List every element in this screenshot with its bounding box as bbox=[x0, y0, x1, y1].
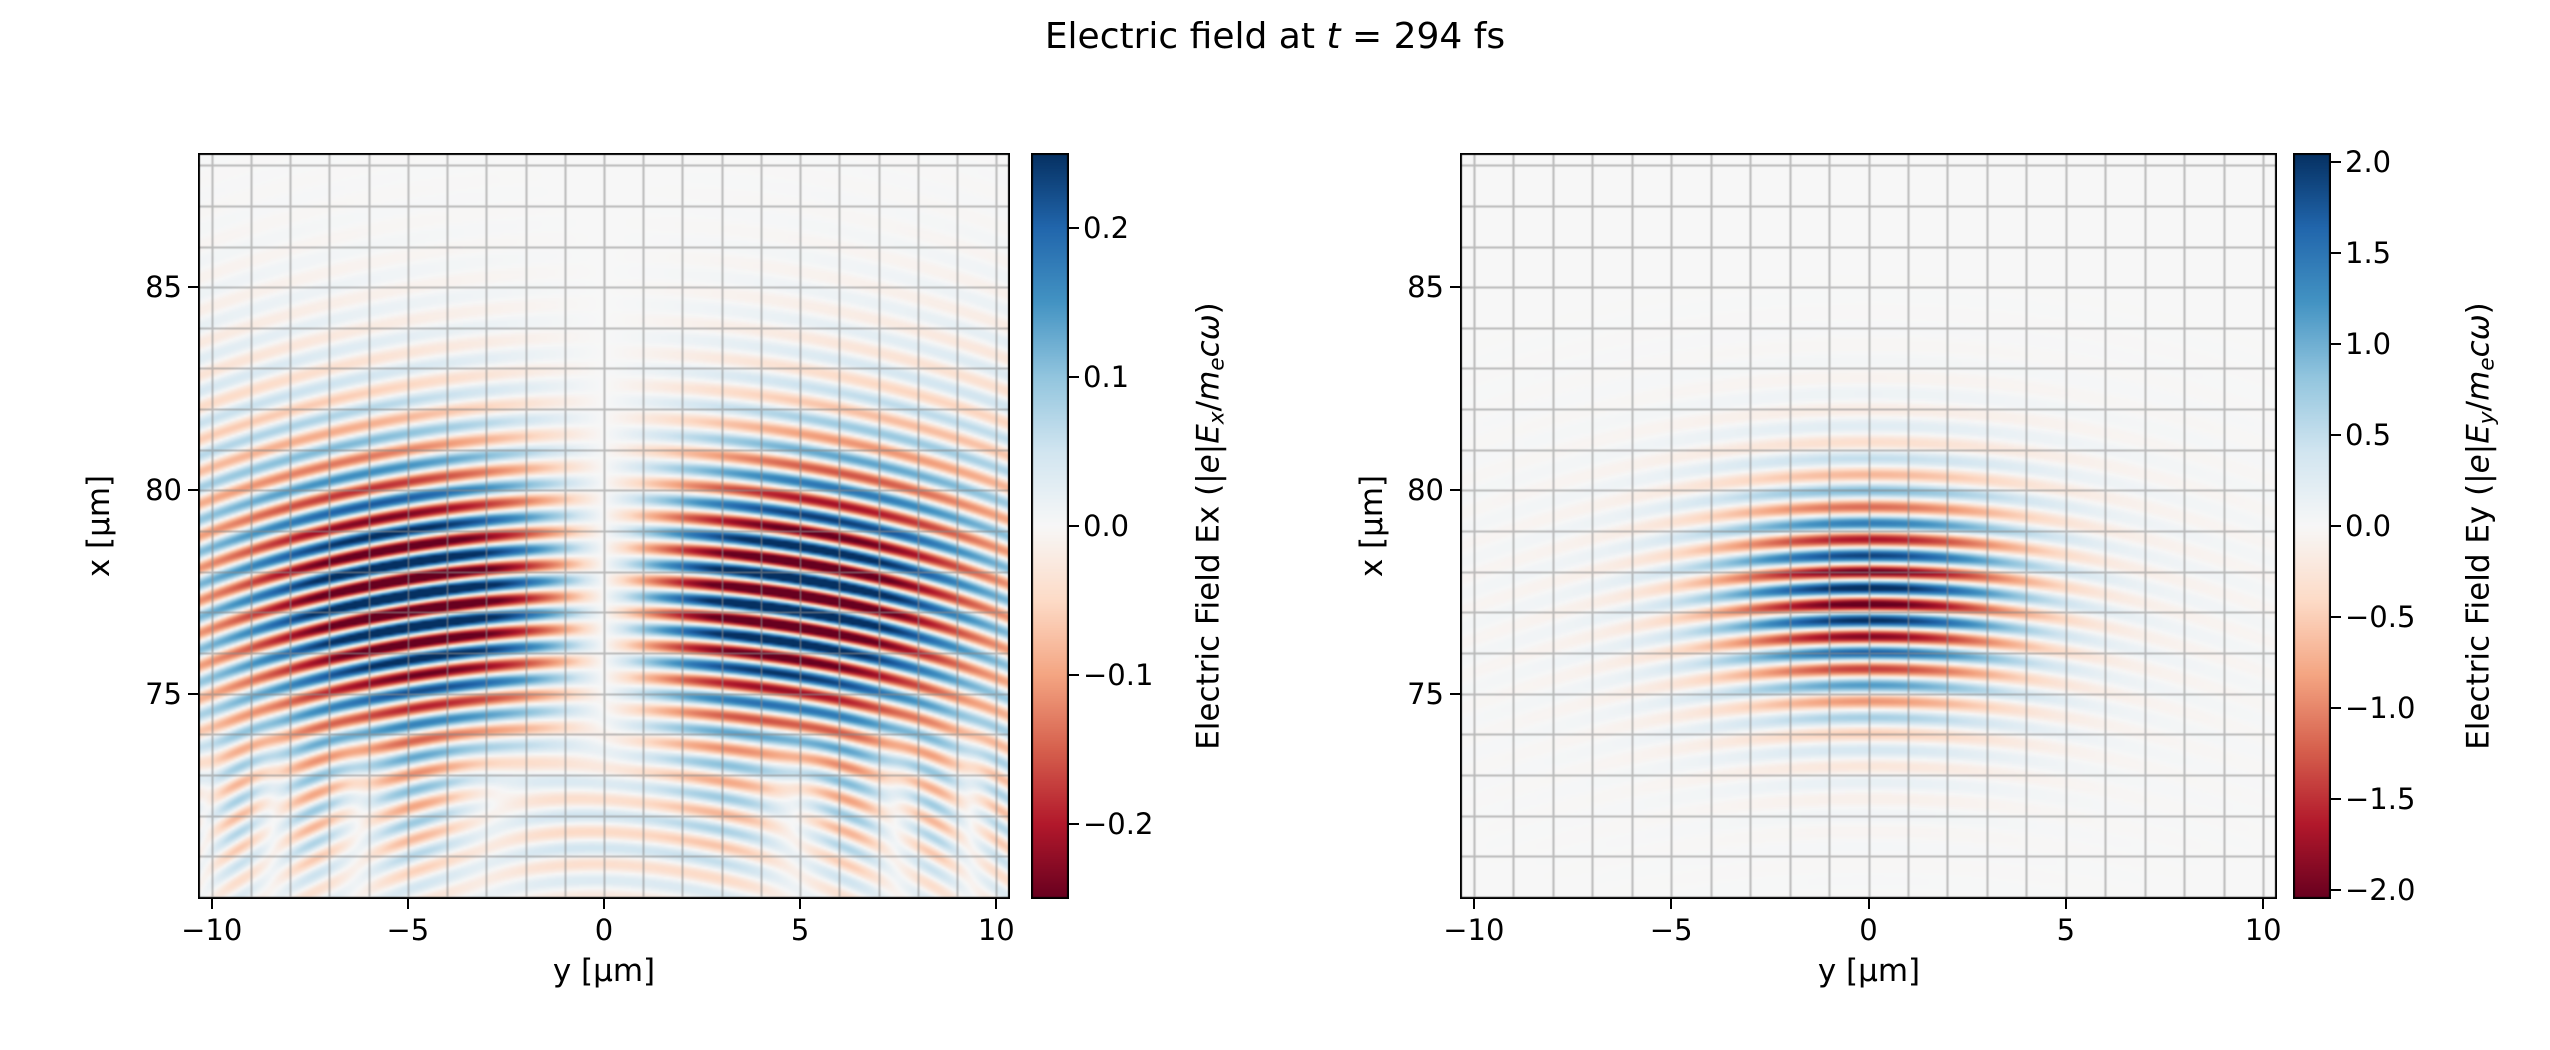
colorbar-ey bbox=[2293, 153, 2331, 899]
y-tick-label: 80 bbox=[1407, 473, 1444, 508]
axes-ey bbox=[1460, 153, 2277, 899]
colorbar-tick-mark bbox=[2331, 525, 2341, 527]
y-tick-mark bbox=[1450, 692, 1460, 695]
x-tick-mark bbox=[2064, 899, 2067, 909]
x-tick-mark bbox=[210, 899, 213, 909]
y-tick-mark bbox=[1450, 286, 1460, 289]
colorbar-tick-label: 0.0 bbox=[1083, 509, 1130, 543]
x-tick-label: 0 bbox=[594, 913, 614, 947]
y-tick-label: 85 bbox=[145, 270, 182, 305]
x-tick-mark bbox=[603, 899, 605, 909]
colorbar-tick-label: 0.0 bbox=[2345, 509, 2392, 543]
colorbar-tick-label: −0.1 bbox=[1083, 658, 1154, 693]
x-tick-mark bbox=[1472, 899, 1475, 909]
y-tick-mark bbox=[188, 286, 198, 289]
x-tick-label: 10 bbox=[977, 913, 1015, 947]
y-tick-label: 75 bbox=[1407, 676, 1444, 711]
colorbar-tick-mark bbox=[2331, 161, 2341, 164]
colorbar-label-ex: Electric Field Ex (|e|Ex/mecω) bbox=[1190, 302, 1230, 750]
colorbar-canvas-ex bbox=[1031, 153, 1069, 899]
colorbar-tick-mark bbox=[2331, 706, 2341, 709]
colorbar-tick-label: −1.5 bbox=[2345, 781, 2416, 816]
colorbar-tick-mark bbox=[2331, 434, 2341, 437]
x-tick-label: 5 bbox=[2056, 913, 2076, 947]
x-tick-mark bbox=[406, 899, 409, 909]
x-tick-label: 5 bbox=[790, 913, 810, 947]
y-tick-label: 75 bbox=[145, 676, 182, 711]
colorbar-tick-mark bbox=[2331, 252, 2341, 255]
colorbar-tick-label: 1.5 bbox=[2345, 236, 2392, 271]
x-tick-label: 0 bbox=[1859, 913, 1878, 947]
x-tick-mark bbox=[1670, 899, 1673, 909]
x-axis-label-ey: y [μm] bbox=[1817, 953, 1921, 989]
colorbar-tick-mark bbox=[1069, 823, 1079, 826]
y-tick-mark bbox=[1450, 489, 1460, 492]
colorbar-tick-mark bbox=[1069, 525, 1079, 527]
heatmap-canvas-ex bbox=[198, 153, 1010, 899]
colorbar-tick-label: 0.1 bbox=[1083, 359, 1130, 394]
y-axis-label-ey: x [μm] bbox=[1354, 474, 1390, 578]
colorbar-tick-mark bbox=[2331, 615, 2341, 618]
x-tick-mark bbox=[799, 899, 802, 909]
colorbar-tick-label: −0.5 bbox=[2345, 599, 2416, 634]
y-tick-mark bbox=[188, 489, 198, 492]
colorbar-tick-label: 0.2 bbox=[1083, 210, 1130, 245]
x-tick-label: −5 bbox=[386, 913, 430, 947]
colorbar-tick-label: −0.2 bbox=[1083, 807, 1154, 842]
colorbar-tick-mark bbox=[1069, 226, 1079, 229]
figure-title: Electric field at t = 294 fs bbox=[1044, 16, 1506, 57]
x-tick-mark bbox=[2262, 899, 2265, 909]
colorbar-ex bbox=[1031, 153, 1069, 899]
x-axis-label-ex: y [μm] bbox=[552, 953, 656, 989]
colorbar-tick-mark bbox=[2331, 797, 2341, 800]
colorbar-tick-label: 2.0 bbox=[2345, 145, 2392, 180]
colorbar-tick-label: −2.0 bbox=[2345, 872, 2416, 907]
colorbar-tick-mark bbox=[1069, 674, 1079, 677]
heatmap-canvas-ey bbox=[1460, 153, 2277, 899]
y-tick-label: 85 bbox=[1407, 270, 1444, 305]
x-tick-label: −5 bbox=[1649, 913, 1693, 947]
colorbar-tick-mark bbox=[2331, 888, 2341, 891]
x-tick-label: −10 bbox=[1443, 913, 1505, 947]
x-tick-mark bbox=[1867, 899, 1870, 909]
x-tick-label: 10 bbox=[2244, 913, 2282, 947]
x-tick-label: −10 bbox=[181, 913, 243, 947]
colorbar-tick-mark bbox=[1069, 375, 1079, 378]
colorbar-canvas-ey bbox=[2293, 153, 2331, 899]
colorbar-tick-mark bbox=[2331, 343, 2341, 346]
colorbar-tick-label: −1.0 bbox=[2345, 690, 2416, 725]
y-tick-label: 80 bbox=[145, 473, 182, 508]
colorbar-tick-label: 1.0 bbox=[2345, 327, 2392, 362]
colorbar-label-ey: Electric Field Ey (|e|Ey/mecω) bbox=[2460, 302, 2500, 750]
colorbar-tick-label: 0.5 bbox=[2345, 418, 2392, 453]
axes-ex bbox=[198, 153, 1010, 899]
x-tick-mark bbox=[995, 899, 998, 909]
y-tick-mark bbox=[188, 692, 198, 695]
y-axis-label-ex: x [μm] bbox=[81, 474, 117, 578]
